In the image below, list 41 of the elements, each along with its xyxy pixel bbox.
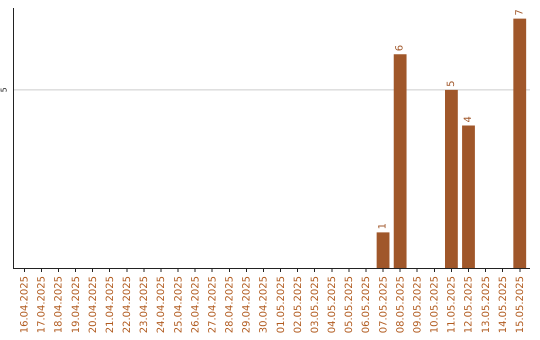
data-label: 6 xyxy=(394,44,406,52)
bar xyxy=(394,54,407,268)
data-label: 1 xyxy=(378,223,389,230)
x-tick-label: 17.04.2025 xyxy=(36,276,48,334)
x-tick-label: 08.05.2025 xyxy=(395,276,406,334)
bar xyxy=(376,232,390,268)
x-tick-label: 07.05.2025 xyxy=(378,276,390,334)
x-tick-label: 29.04.2025 xyxy=(242,276,253,334)
x-tick-label: 11.05.2025 xyxy=(446,276,458,334)
bar xyxy=(513,18,526,268)
x-tick-label: 20.04.2025 xyxy=(88,276,99,334)
x-tick-label: 02.05.2025 xyxy=(292,276,304,334)
bar xyxy=(445,90,458,268)
x-tick-label: 04.05.2025 xyxy=(327,276,338,334)
x-tick-label: 13.05.2025 xyxy=(480,276,492,334)
x-tick-label: 26.04.2025 xyxy=(190,276,202,334)
x-tick-label: 22.04.2025 xyxy=(122,276,134,334)
x-tick-label: 18.04.2025 xyxy=(54,276,65,334)
x-tick-label: 30.04.2025 xyxy=(258,276,270,334)
x-tick-label: 01.05.2025 xyxy=(276,276,287,334)
x-tick-label: 21.04.2025 xyxy=(104,276,116,334)
data-label: 5 xyxy=(446,80,457,87)
x-tick-label: 15.05.2025 xyxy=(515,276,526,334)
ref-line-label: 5 xyxy=(0,87,9,92)
x-tick-label: 09.05.2025 xyxy=(412,276,424,334)
x-tick-label: 03.05.2025 xyxy=(310,276,321,334)
bar xyxy=(462,126,475,268)
x-tick-label: 25.04.2025 xyxy=(173,276,184,334)
x-tick-label: 28.04.2025 xyxy=(224,276,236,334)
x-tick-label: 10.05.2025 xyxy=(430,276,441,334)
x-tick-label: 24.04.2025 xyxy=(156,276,168,334)
x-tick-label: 23.04.2025 xyxy=(139,276,150,334)
x-tick-label: 12.05.2025 xyxy=(464,276,475,334)
x-tick-label: 16.04.2025 xyxy=(20,276,30,334)
data-label: 4 xyxy=(462,116,474,123)
x-tick-label: 06.05.2025 xyxy=(361,276,372,334)
data-label: 7 xyxy=(514,9,526,16)
x-tick-label: 05.05.2025 xyxy=(344,276,356,334)
x-tick-label: 19.04.2025 xyxy=(70,276,82,334)
x-tick-label: 14.05.2025 xyxy=(498,276,509,334)
x-tick-label: 27.04.2025 xyxy=(207,276,218,334)
